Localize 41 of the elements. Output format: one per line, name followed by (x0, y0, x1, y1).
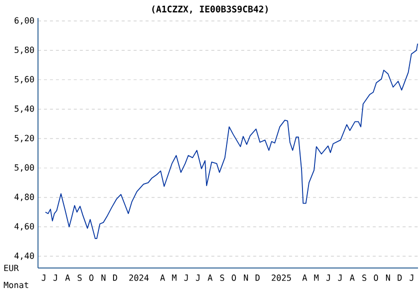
x-tick-label: D (398, 274, 402, 281)
x-tick-label: O (89, 274, 94, 281)
line-series (44, 43, 418, 240)
x-tick-label: J (338, 274, 342, 281)
y-tick-label: 5,00 (14, 164, 34, 172)
y-tick-label: 6,00 (14, 17, 34, 25)
x-tick-label: O (232, 274, 236, 281)
y-tick-label: 5,20 (14, 134, 34, 142)
x-tick-label: S (78, 274, 82, 281)
x-tick-label: A (160, 274, 165, 281)
y-axis-title: EUR (4, 264, 19, 272)
x-axis-title: Monat (4, 282, 28, 288)
x-tick-label: J (196, 274, 200, 281)
y-tick-label: 5,80 (14, 46, 34, 54)
x-tick-label: M (172, 274, 176, 281)
x-tick-label: A (350, 274, 355, 281)
x-tick-label: J (53, 274, 57, 281)
y-tick-label: 5,60 (14, 76, 34, 84)
y-tick-label: 4,80 (14, 194, 34, 202)
x-tick-label: A (208, 274, 212, 281)
x-tick-label: J (184, 274, 188, 281)
chart-title: (A1CZZX, IE00B3S9CB42) (152, 6, 268, 14)
x-tick-label: A (302, 274, 308, 281)
x-tick-label: M (314, 274, 319, 281)
x-tick-label: 2024 (129, 274, 149, 281)
y-tick-label: 4,60 (14, 223, 34, 231)
y-tick-label: 4,40 (14, 252, 34, 260)
x-tick-label: N (386, 274, 390, 281)
x-tick-label: D (256, 274, 260, 281)
y-tick-label: 5,40 (14, 105, 34, 113)
x-tick-label: O (374, 274, 378, 281)
x-tick-label: D (113, 274, 118, 281)
x-tick-label: 2025 (272, 274, 291, 281)
x-tick-label: A (65, 274, 70, 281)
x-tick-label: J (410, 274, 414, 281)
x-tick-label: S (220, 274, 224, 281)
x-tick-label: J (326, 274, 330, 281)
x-tick-label: N (244, 274, 248, 281)
x-tick-label: S (362, 274, 366, 281)
x-tick-label: J (42, 274, 46, 281)
x-tick-label: N (101, 274, 106, 281)
